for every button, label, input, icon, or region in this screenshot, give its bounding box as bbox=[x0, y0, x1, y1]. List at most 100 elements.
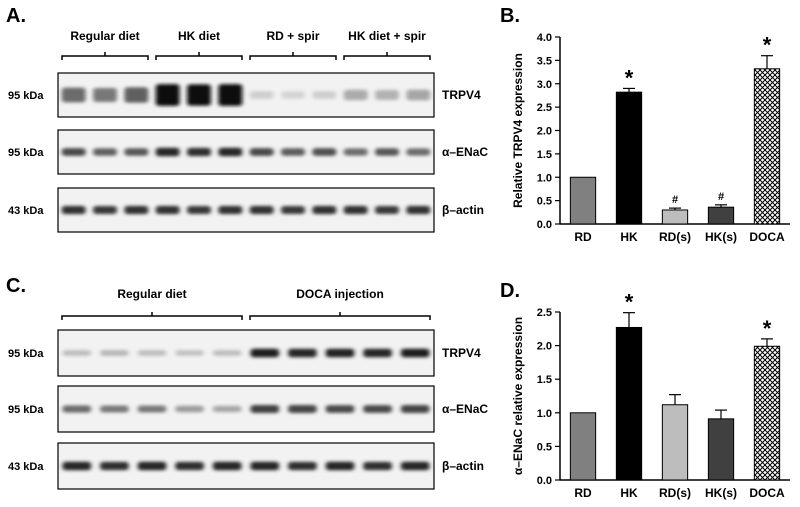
y-tick-label: 0.0 bbox=[537, 219, 552, 231]
panel-c-group-labels: Regular diet DOCA injection bbox=[61, 287, 431, 320]
x-category-label: HK(s) bbox=[705, 230, 737, 244]
blot-band bbox=[124, 87, 149, 103]
bar-rd bbox=[569, 176, 597, 225]
blot-band bbox=[218, 84, 243, 106]
blot-band bbox=[93, 205, 117, 215]
bar-rds bbox=[661, 209, 689, 225]
blot-band bbox=[175, 461, 204, 471]
blot-band bbox=[155, 147, 180, 157]
group-bracket bbox=[249, 312, 431, 320]
group-bracket bbox=[249, 52, 337, 60]
blot-band bbox=[343, 89, 368, 101]
blot-band bbox=[218, 147, 243, 157]
blot-band bbox=[93, 148, 117, 156]
significance-star: * bbox=[763, 33, 772, 58]
group-bracket bbox=[61, 312, 243, 320]
blot-band bbox=[249, 148, 274, 156]
bar-hks bbox=[707, 418, 735, 481]
protein-label: β–actin bbox=[442, 203, 484, 217]
blot-band bbox=[281, 148, 305, 156]
bar-hk bbox=[615, 326, 643, 481]
blot-band bbox=[249, 205, 274, 215]
blot-band bbox=[175, 405, 204, 413]
molecular-weight-label: 95 kDa bbox=[8, 404, 44, 416]
molecular-weight-label: 95 kDa bbox=[8, 348, 44, 360]
blot-band bbox=[343, 205, 368, 215]
group-bracket bbox=[343, 52, 431, 60]
blot-band bbox=[137, 350, 167, 356]
y-tick-label: 2.5 bbox=[537, 102, 552, 114]
blot-band bbox=[343, 148, 368, 156]
blot-band bbox=[281, 205, 305, 215]
blot-band bbox=[250, 348, 280, 358]
trpv4-expression-chart: 0.0 0.5 1.0 1.5 2.0 2.5 3.0 3.5 4.0 Relative TRPV… bbox=[511, 32, 790, 244]
bar-rds bbox=[661, 404, 689, 481]
blot-band bbox=[212, 350, 242, 356]
blot-band bbox=[155, 84, 180, 106]
blot-band bbox=[363, 405, 392, 413]
x-category-label: HK bbox=[620, 230, 638, 244]
protein-label: β–actin bbox=[442, 459, 484, 473]
y-tick-label: 2.0 bbox=[537, 341, 552, 353]
panel-c-blots: 95 kDa TRPV4 95 kDa α–ENaC 43 kDa β–actin bbox=[8, 329, 488, 490]
y-axis-label: α–ENaC relative expression bbox=[511, 317, 525, 475]
y-tick-label: 1.0 bbox=[537, 408, 552, 420]
blot-membrane bbox=[57, 187, 435, 233]
blot-band bbox=[375, 205, 399, 215]
group-label: DOCA injection bbox=[296, 287, 384, 301]
blot-band bbox=[175, 350, 204, 356]
blot-band bbox=[124, 148, 149, 156]
bar-hks bbox=[707, 206, 735, 225]
blot-band bbox=[61, 148, 86, 156]
significance-star: * bbox=[625, 65, 634, 90]
y-tick-label: 0.5 bbox=[537, 196, 552, 208]
y-tick-label: 2.5 bbox=[537, 307, 552, 319]
blot-band bbox=[288, 405, 317, 413]
significance-hash: # bbox=[672, 194, 678, 206]
blot-band bbox=[93, 88, 117, 102]
blot-band bbox=[325, 348, 355, 358]
protein-label: TRPV4 bbox=[442, 346, 481, 360]
y-tick-label: 0.5 bbox=[537, 441, 552, 453]
blot-band bbox=[212, 405, 242, 413]
y-tick-label: 3.5 bbox=[537, 55, 552, 67]
panel-d-letter: D. bbox=[500, 280, 520, 302]
blot-band bbox=[100, 350, 129, 356]
molecular-weight-label: 95 kDa bbox=[8, 90, 44, 102]
x-category-label: RD(s) bbox=[659, 230, 691, 244]
y-tick-label: 1.5 bbox=[537, 149, 552, 161]
x-category-label: RD(s) bbox=[659, 486, 691, 500]
blot-band bbox=[375, 90, 399, 100]
y-axis-label: Relative TRPV4 expression bbox=[511, 53, 525, 208]
blot-band bbox=[406, 89, 431, 101]
molecular-weight-label: 95 kDa bbox=[8, 147, 44, 159]
x-category-label: DOCA bbox=[749, 486, 785, 500]
x-category-label: RD bbox=[574, 230, 592, 244]
blot-band bbox=[187, 147, 211, 157]
panel-c-western-blot: C. Regular diet DOCA injection 95 kDa TRPV… bbox=[6, 275, 488, 490]
group-bracket bbox=[155, 52, 243, 60]
blot-band bbox=[155, 205, 180, 215]
blot-band bbox=[325, 461, 355, 471]
x-category-label: DOCA bbox=[749, 230, 785, 244]
group-label: Regular diet bbox=[70, 29, 139, 43]
panel-c-letter: C. bbox=[6, 275, 26, 297]
blot-band bbox=[288, 348, 317, 358]
blot-band bbox=[281, 91, 305, 99]
panel-b-bar-chart: B. 0.0 0.5 1.0 1.5 2.0 2.5 3.0 3.5 4.0 Relative T… bbox=[500, 5, 790, 244]
panel-a-group-labels: Regular diet HK diet RD + spir HK diet + sp… bbox=[61, 29, 431, 60]
blot-band bbox=[406, 205, 431, 215]
protein-label: α–ENaC bbox=[442, 145, 488, 159]
x-category-label: HK bbox=[620, 486, 638, 500]
group-label: RD + spir bbox=[266, 29, 319, 43]
blot-membrane bbox=[57, 129, 435, 175]
panel-a-blots: 95 kDa TRPV4 95 kDa α–ENaC 43 kDa β–actin bbox=[8, 72, 488, 233]
blot-band bbox=[137, 461, 167, 471]
panel-b-letter: B. bbox=[500, 5, 520, 27]
panel-a-western-blot: A. Regular diet HK diet RD + spir HK diet +… bbox=[6, 5, 488, 233]
blot-band bbox=[363, 461, 392, 471]
blot-band bbox=[61, 205, 86, 215]
protein-label: α–ENaC bbox=[442, 402, 488, 416]
blot-band bbox=[137, 405, 167, 413]
bar-doca bbox=[753, 68, 781, 225]
